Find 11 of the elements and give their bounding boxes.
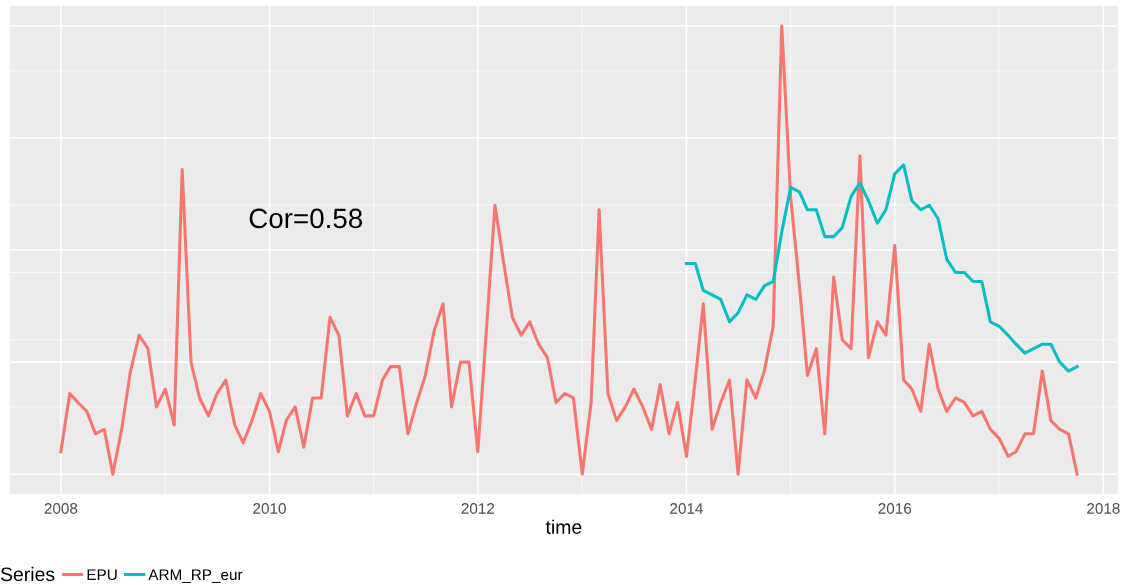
x-tick-label: 2014 [670, 503, 703, 514]
annotation: Cor=0.58 [249, 208, 363, 229]
x-axis-title: time [545, 519, 582, 534]
legend-title: Series [0, 566, 55, 582]
x-tick-label: 2012 [461, 503, 495, 514]
x-tick-label: 2010 [253, 503, 286, 514]
x-tick-label: 2008 [44, 503, 78, 514]
legend-label: ARM_RP_eur [148, 569, 243, 583]
x-tick-label: 2016 [878, 503, 912, 514]
x-tick-label: 2018 [1087, 503, 1120, 514]
legend-label: EPU [87, 569, 117, 581]
